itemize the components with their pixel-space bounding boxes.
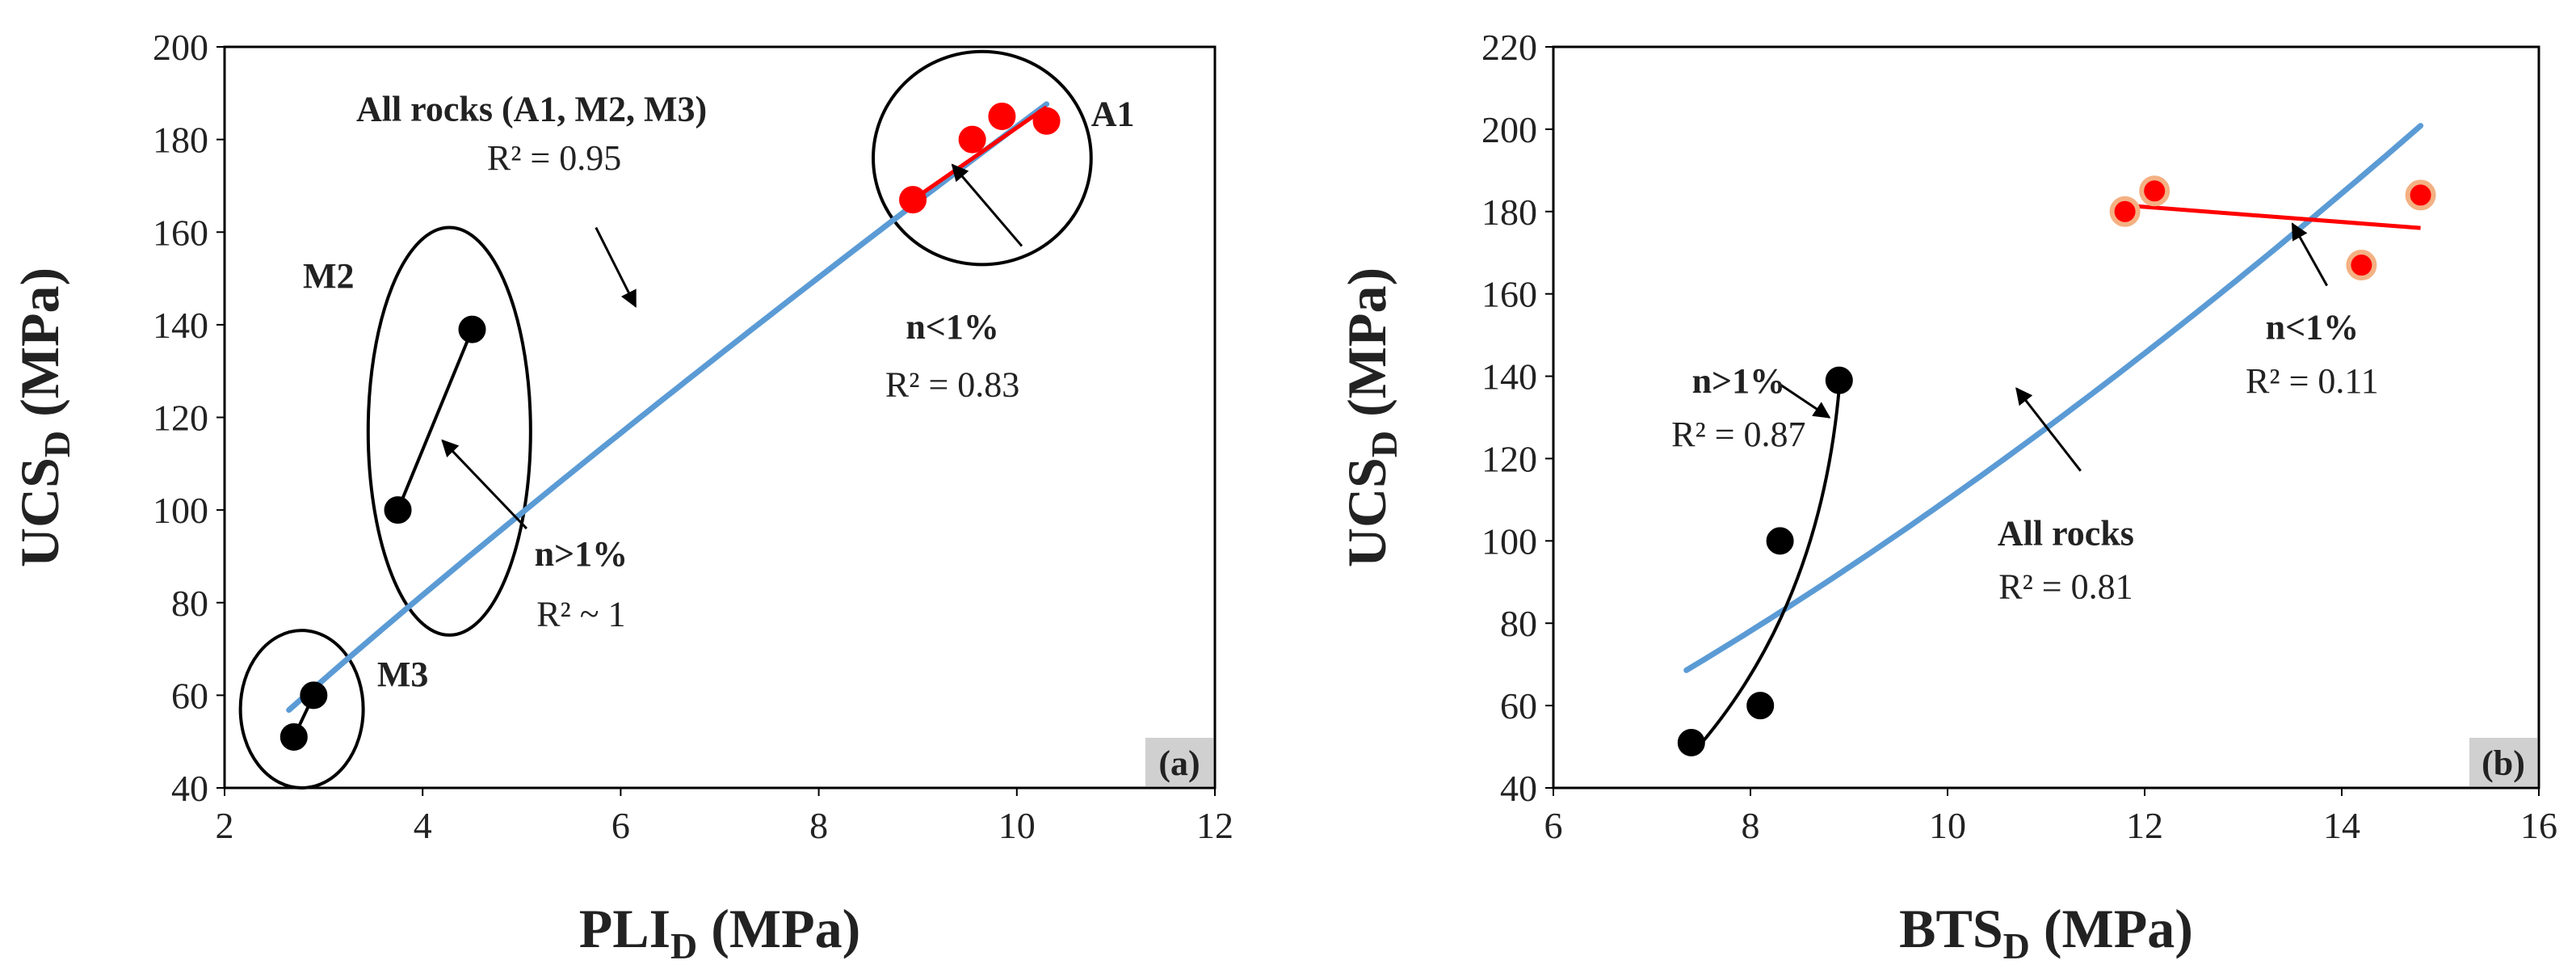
panel-tag-box bbox=[1145, 738, 1213, 786]
chart-panel-b: 6 8 10 12 14 16 40 60 80 100 120 140 160 180 200 220 BTS… bbox=[1336, 27, 2557, 966]
annotation-a1-label: A1 bbox=[1091, 94, 1135, 133]
y-tick-label: 140 bbox=[153, 305, 208, 346]
x-tick-label: 8 bbox=[809, 805, 828, 846]
y-tick-label: 180 bbox=[1481, 192, 1537, 233]
data-point-a1 bbox=[988, 102, 1016, 130]
data-point-a1 bbox=[899, 186, 927, 214]
x-tick-label: 12 bbox=[2126, 805, 2163, 846]
chart-panel-a: 2 4 6 8 10 12 40 60 80 100 120 140 160 180 200 PLID (MP… bbox=[9, 27, 1233, 966]
annotation-m3-label: M3 bbox=[377, 655, 429, 694]
annotation-low-r2: R² = 0.11 bbox=[2246, 361, 2379, 401]
data-point-m2 bbox=[384, 496, 412, 524]
data-point-n-1- bbox=[2405, 179, 2436, 211]
data-point-n-1- bbox=[1825, 366, 1853, 394]
fit-n-1-fit bbox=[2124, 203, 2421, 230]
y-tick-label: 100 bbox=[1481, 520, 1537, 562]
y-tick-label: 200 bbox=[1481, 109, 1537, 150]
annotation-a1-n: n<1% bbox=[906, 307, 999, 347]
annotation-m2-r2: R² ~ 1 bbox=[536, 594, 625, 634]
y-tick-label: 180 bbox=[153, 120, 208, 161]
data-point-m3 bbox=[279, 722, 308, 751]
x-tick-label: 2 bbox=[216, 805, 234, 846]
y-axis-label: UCSD (MPa) bbox=[1336, 267, 1405, 567]
annotation-a1-r2: R² = 0.83 bbox=[885, 365, 1019, 405]
y-tick-label: 120 bbox=[153, 398, 208, 439]
data-point-n-1- bbox=[1677, 728, 1705, 756]
annotation-all-rocks-title: All rocks (A1, M2, M3) bbox=[356, 90, 707, 129]
data-point-n-1- bbox=[2346, 250, 2377, 281]
data-point-a1 bbox=[958, 125, 986, 154]
annotation-all-rocks-label: All rocks bbox=[1998, 513, 2134, 553]
y-axis-label: UCSD (MPa) bbox=[9, 267, 78, 567]
x-axis-label: PLID (MPa) bbox=[579, 898, 861, 966]
data-point-n-1- bbox=[1766, 527, 1794, 555]
x-tick-label: 16 bbox=[2520, 805, 2557, 846]
y-tick-label: 160 bbox=[153, 212, 208, 253]
y-tick-label: 200 bbox=[153, 27, 208, 68]
annotation-m2-label: M2 bbox=[303, 256, 355, 296]
fit-n-1-fit bbox=[1690, 388, 1841, 756]
y-tick-label: 120 bbox=[1481, 438, 1537, 479]
x-tick-label: 10 bbox=[1929, 805, 1966, 846]
panel-tag-box bbox=[2469, 738, 2537, 786]
group-ellipse-a1 bbox=[872, 49, 1093, 267]
data-point-m3 bbox=[300, 681, 328, 710]
y-tick-label: 140 bbox=[1481, 356, 1537, 398]
data-point-a1 bbox=[1032, 107, 1061, 135]
y-tick-label: 60 bbox=[1500, 685, 1537, 726]
x-tick-label: 8 bbox=[1742, 805, 1760, 846]
annotation-all-rocks-r2: R² = 0.81 bbox=[1998, 567, 2133, 607]
arrow-high bbox=[1779, 383, 1831, 419]
fit-a1-fit bbox=[911, 105, 1048, 202]
y-tick-label: 220 bbox=[1481, 27, 1537, 68]
data-point-n-1- bbox=[2109, 196, 2141, 227]
y-tick-label: 80 bbox=[171, 583, 208, 624]
y-tick-label: 40 bbox=[171, 768, 208, 809]
data-point-m2 bbox=[458, 315, 486, 343]
annotation-high-n: n>1% bbox=[1692, 361, 1786, 401]
y-tick-label: 80 bbox=[1500, 603, 1537, 644]
annotation-high-r2: R² = 0.87 bbox=[1671, 415, 1805, 454]
panel-tag-label: (a) bbox=[1158, 743, 1200, 783]
annotation-m2-n: n>1% bbox=[535, 534, 628, 574]
y-tick-label: 100 bbox=[153, 490, 208, 531]
arrow-low bbox=[2291, 222, 2329, 287]
plot-area bbox=[223, 45, 1217, 790]
plot-area bbox=[1552, 45, 2540, 790]
arrow-a1 bbox=[951, 163, 1023, 247]
annotation-low-n: n<1% bbox=[2266, 308, 2360, 347]
x-tick-label: 6 bbox=[611, 805, 630, 846]
data-point-n-1- bbox=[2139, 175, 2170, 207]
x-tick-label: 4 bbox=[414, 805, 432, 846]
x-tick-label: 6 bbox=[1544, 805, 1563, 846]
x-tick-label: 14 bbox=[2323, 805, 2360, 846]
data-point-n-1- bbox=[1746, 692, 1775, 720]
y-tick-label: 40 bbox=[1500, 768, 1537, 809]
arrow-all bbox=[2015, 387, 2082, 472]
x-tick-label: 10 bbox=[998, 805, 1036, 846]
group-ellipse-m3 bbox=[238, 629, 365, 790]
fit-m2-fit bbox=[396, 328, 474, 511]
y-tick-label: 60 bbox=[171, 675, 208, 716]
arrow-all bbox=[595, 226, 637, 308]
x-axis-label: BTSD (MPa) bbox=[1899, 898, 2193, 966]
arrow-m2 bbox=[441, 439, 528, 530]
annotation-all-rocks-r2: R² = 0.95 bbox=[487, 138, 621, 178]
panel-tag-label: (b) bbox=[2481, 743, 2525, 783]
x-tick-label: 12 bbox=[1196, 805, 1233, 846]
group-ellipse-m2 bbox=[366, 225, 532, 637]
y-tick-label: 160 bbox=[1481, 274, 1537, 315]
